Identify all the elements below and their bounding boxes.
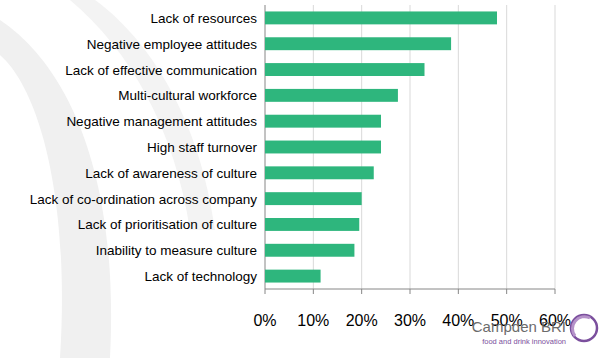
category-label: Lack of effective communication	[65, 63, 257, 78]
tick-mark	[410, 289, 411, 294]
logo-arc	[572, 317, 590, 336]
bar	[265, 37, 451, 50]
tick-mark	[555, 289, 556, 294]
bar	[265, 218, 359, 231]
bar	[265, 63, 425, 76]
logo-ring	[571, 315, 597, 341]
tick-label: 10%	[297, 312, 329, 329]
grid-line	[555, 5, 556, 289]
bar	[265, 11, 497, 24]
x-axis: 0%10%20%30%40%50%60%	[253, 5, 571, 329]
bar	[265, 244, 354, 257]
tick-mark	[265, 289, 266, 294]
category-label: Lack of technology	[144, 269, 257, 284]
logo-tagline: food and drink innovation	[482, 337, 566, 346]
bar	[265, 141, 381, 154]
bar	[265, 89, 398, 102]
category-label: Multi-cultural workforce	[118, 88, 257, 103]
category-label: Negative employee attitudes	[87, 37, 258, 52]
category-label: Lack of awareness of culture	[85, 166, 257, 181]
category-label: Lack of resources	[150, 11, 257, 26]
grid-line	[506, 5, 507, 289]
bars	[265, 11, 497, 282]
tick-label: 20%	[346, 312, 378, 329]
x-axis-line	[265, 289, 555, 290]
bar	[265, 192, 362, 205]
grid-line	[458, 5, 459, 289]
tick-label: 40%	[442, 312, 474, 329]
logo: Campden BRI food and drink innovation	[472, 315, 597, 346]
tick-mark	[458, 289, 459, 294]
bar	[265, 115, 381, 128]
chart-container: 0%10%20%30%40%50%60%Lack of resourcesNeg…	[0, 0, 612, 358]
tick-mark	[313, 289, 314, 294]
tick-label: 30%	[394, 312, 426, 329]
bar	[265, 166, 374, 179]
bar	[265, 270, 321, 283]
logo-text: Campden BRI	[472, 318, 566, 335]
tick-label: 0%	[253, 312, 276, 329]
category-label: High staff turnover	[147, 140, 258, 155]
category-label: Lack of prioritisation of culture	[78, 217, 257, 232]
category-label: Lack of co-ordination across company	[30, 192, 258, 207]
category-label: Inability to measure culture	[96, 243, 257, 258]
chart-svg: 0%10%20%30%40%50%60%Lack of resourcesNeg…	[0, 0, 612, 358]
y-axis: Lack of resources Negative employee attit…	[30, 11, 258, 284]
tick-mark	[506, 289, 507, 294]
category-label: Negative management attitudes	[66, 114, 257, 129]
tick-mark	[361, 289, 362, 294]
